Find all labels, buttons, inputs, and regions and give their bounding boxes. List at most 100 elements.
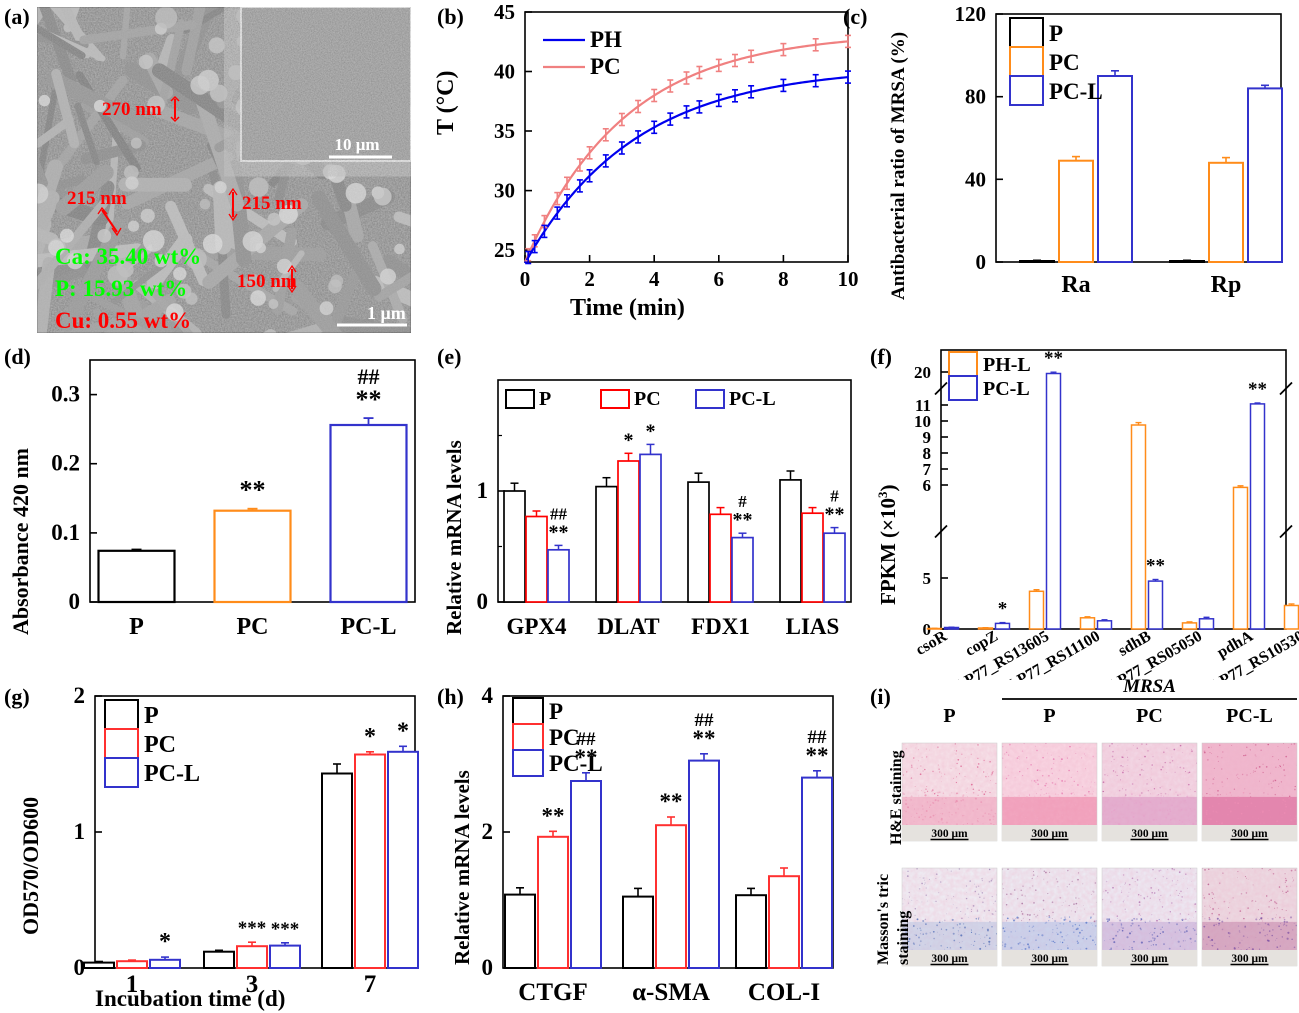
svg-text:DLAT: DLAT	[597, 614, 659, 639]
svg-text:*: *	[159, 929, 171, 955]
svg-text:0.3: 0.3	[51, 382, 80, 407]
svg-text:PC-L: PC-L	[341, 614, 397, 640]
svg-text:GPX4: GPX4	[506, 614, 567, 639]
svg-text:**: **	[549, 521, 569, 543]
svg-text:P: P	[1049, 21, 1063, 46]
svg-text:MRSA: MRSA	[1122, 676, 1176, 697]
svg-text:30: 30	[494, 179, 515, 203]
svg-text:PC-L: PC-L	[1226, 705, 1273, 727]
svg-text:215 nm: 215 nm	[242, 193, 302, 214]
svg-text:215 nm: 215 nm	[67, 188, 127, 209]
svg-text:8: 8	[778, 267, 789, 291]
svg-text:PC-L: PC-L	[144, 761, 200, 787]
svg-text:300 μm: 300 μm	[1031, 953, 1068, 965]
svg-text:0: 0	[482, 955, 494, 980]
svg-text:Ca: 35.40 wt%: Ca: 35.40 wt%	[55, 244, 201, 269]
svg-text:P: P	[549, 699, 563, 724]
svg-text:Ra: Ra	[1061, 272, 1090, 298]
svg-text:**: **	[693, 726, 716, 751]
svg-text:1: 1	[74, 819, 86, 844]
svg-text:2: 2	[74, 683, 86, 708]
svg-text:**: **	[1044, 348, 1063, 369]
svg-text:α-SMA: α-SMA	[632, 979, 710, 1006]
svg-text:300 μm: 300 μm	[931, 828, 968, 840]
svg-text:270 nm: 270 nm	[102, 99, 162, 120]
svg-text:**: **	[356, 385, 382, 414]
svg-text:P: P	[1043, 705, 1055, 727]
svg-text:300 μm: 300 μm	[1231, 828, 1268, 840]
svg-text:P: 15.93 wt%: P: 15.93 wt%	[55, 276, 187, 301]
svg-text:300 μm: 300 μm	[1131, 953, 1168, 965]
svg-text:0: 0	[477, 589, 489, 614]
svg-text:PC-L: PC-L	[549, 751, 603, 776]
svg-text:**: **	[240, 476, 266, 505]
svg-text:**: **	[806, 743, 829, 768]
svg-text:PC: PC	[144, 732, 176, 758]
svg-text:0: 0	[69, 589, 81, 614]
svg-text:**: **	[660, 789, 683, 814]
svg-text:PH-L: PH-L	[983, 354, 1031, 376]
svg-text:*: *	[646, 420, 656, 442]
svg-text:4: 4	[482, 683, 494, 708]
svg-text:2: 2	[482, 819, 494, 844]
svg-text:6: 6	[714, 267, 725, 291]
svg-text:5: 5	[923, 569, 932, 588]
svg-text:PC: PC	[634, 388, 661, 410]
svg-text:2: 2	[584, 267, 595, 291]
svg-text:P: P	[943, 705, 955, 727]
svg-text:CTGF: CTGF	[518, 979, 587, 1006]
svg-text:**: **	[1146, 556, 1165, 577]
svg-text:PC: PC	[549, 725, 580, 750]
svg-text:*: *	[624, 429, 634, 451]
svg-text:40: 40	[965, 167, 986, 191]
svg-text:PH: PH	[590, 27, 622, 52]
svg-text:ILP77_RS05050: ILP77_RS05050	[1100, 628, 1205, 680]
svg-text:*: *	[397, 718, 409, 744]
svg-text:1: 1	[477, 478, 489, 503]
svg-text:Rp: Rp	[1211, 272, 1242, 298]
svg-text:300 μm: 300 μm	[931, 953, 968, 965]
svg-text:P: P	[144, 703, 159, 729]
svg-text:150 nm: 150 nm	[237, 271, 297, 292]
svg-text:25: 25	[494, 238, 515, 262]
svg-text:P: P	[539, 388, 551, 410]
svg-text:0: 0	[976, 250, 987, 274]
svg-text:**: **	[733, 509, 753, 531]
svg-text:45: 45	[494, 0, 515, 24]
svg-text:Cu: 0.55 wt%: Cu: 0.55 wt%	[55, 308, 191, 333]
svg-text:PC-L: PC-L	[729, 388, 776, 410]
svg-text:0: 0	[520, 267, 531, 291]
svg-text:1 μm: 1 μm	[367, 303, 406, 323]
svg-text:***: ***	[271, 919, 300, 940]
svg-text:**: **	[542, 803, 565, 828]
svg-text:120: 120	[955, 2, 987, 26]
svg-text:80: 80	[965, 85, 986, 109]
svg-text:10: 10	[838, 267, 859, 291]
svg-text:4: 4	[649, 267, 660, 291]
svg-text:**: **	[1248, 379, 1267, 400]
svg-text:LIAS: LIAS	[786, 614, 840, 639]
svg-text:0.1: 0.1	[51, 520, 80, 545]
svg-text:PC-L: PC-L	[983, 378, 1030, 400]
svg-text:*: *	[364, 724, 376, 750]
svg-text:35: 35	[494, 119, 515, 143]
svg-text:PC: PC	[1136, 705, 1163, 727]
svg-text:0.2: 0.2	[51, 451, 80, 476]
svg-text:300 μm: 300 μm	[1231, 953, 1268, 965]
svg-text:11: 11	[915, 396, 931, 415]
svg-text:COL-I: COL-I	[748, 979, 820, 1006]
svg-text:10 μm: 10 μm	[334, 135, 379, 154]
svg-text:*: *	[998, 599, 1008, 620]
svg-text:PC-L: PC-L	[1049, 79, 1103, 104]
svg-text:PC: PC	[590, 54, 621, 79]
svg-text:**: **	[825, 504, 845, 526]
svg-text:300 μm: 300 μm	[1131, 828, 1168, 840]
svg-text:PC: PC	[237, 614, 269, 640]
svg-text:P: P	[129, 614, 144, 640]
svg-text:csoR: csoR	[913, 628, 950, 659]
svg-text:7: 7	[364, 971, 377, 998]
svg-text:***: ***	[238, 918, 267, 939]
svg-text:PC: PC	[1049, 50, 1080, 75]
svg-text:40: 40	[494, 60, 515, 84]
svg-text:FDX1: FDX1	[691, 614, 750, 639]
